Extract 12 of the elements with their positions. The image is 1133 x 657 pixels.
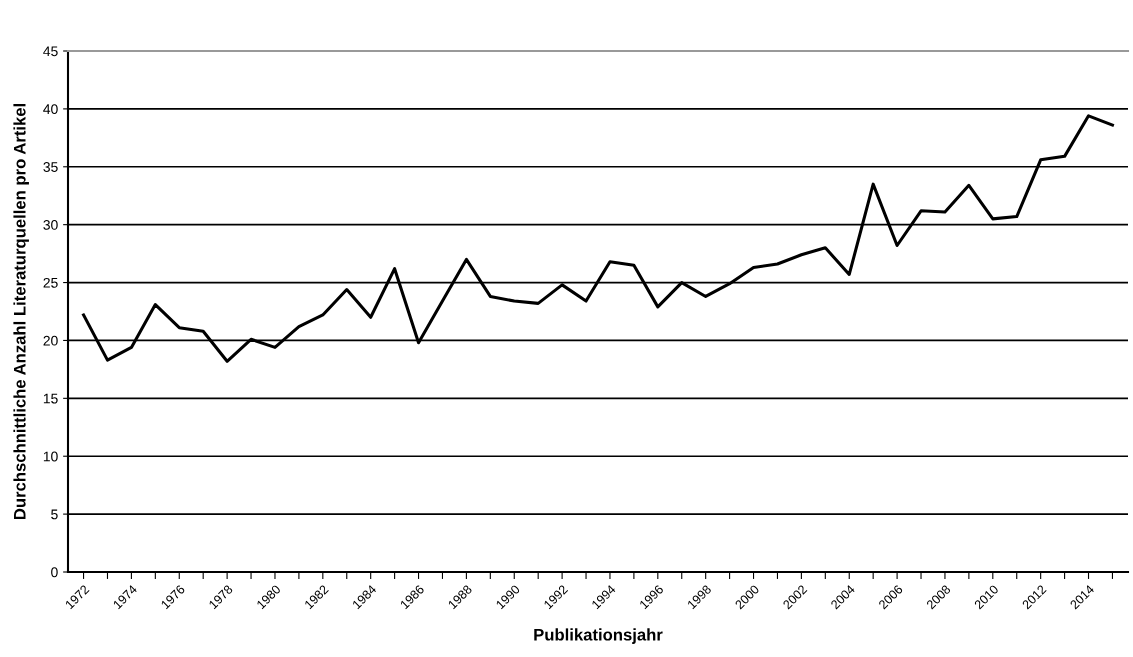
- y-tick-label: 25: [43, 277, 58, 288]
- y-tick-label: 10: [43, 451, 58, 462]
- y-tick-label: 30: [43, 220, 58, 230]
- y-tick-label: 35: [43, 162, 58, 172]
- x-axis-title: Publikationsjahr: [534, 628, 663, 644]
- y-tick-label: 5: [51, 509, 58, 520]
- y-tick-label: 20: [43, 335, 58, 346]
- y-tick-label: 15: [43, 393, 58, 404]
- y-tick-label: 45: [43, 46, 58, 57]
- y-tick-label: 40: [43, 104, 58, 115]
- y-axis-title: Durchschnittliche Anzahl Literaturquellen pro Artikel: [13, 104, 29, 520]
- y-tick-label: 0: [51, 567, 58, 578]
